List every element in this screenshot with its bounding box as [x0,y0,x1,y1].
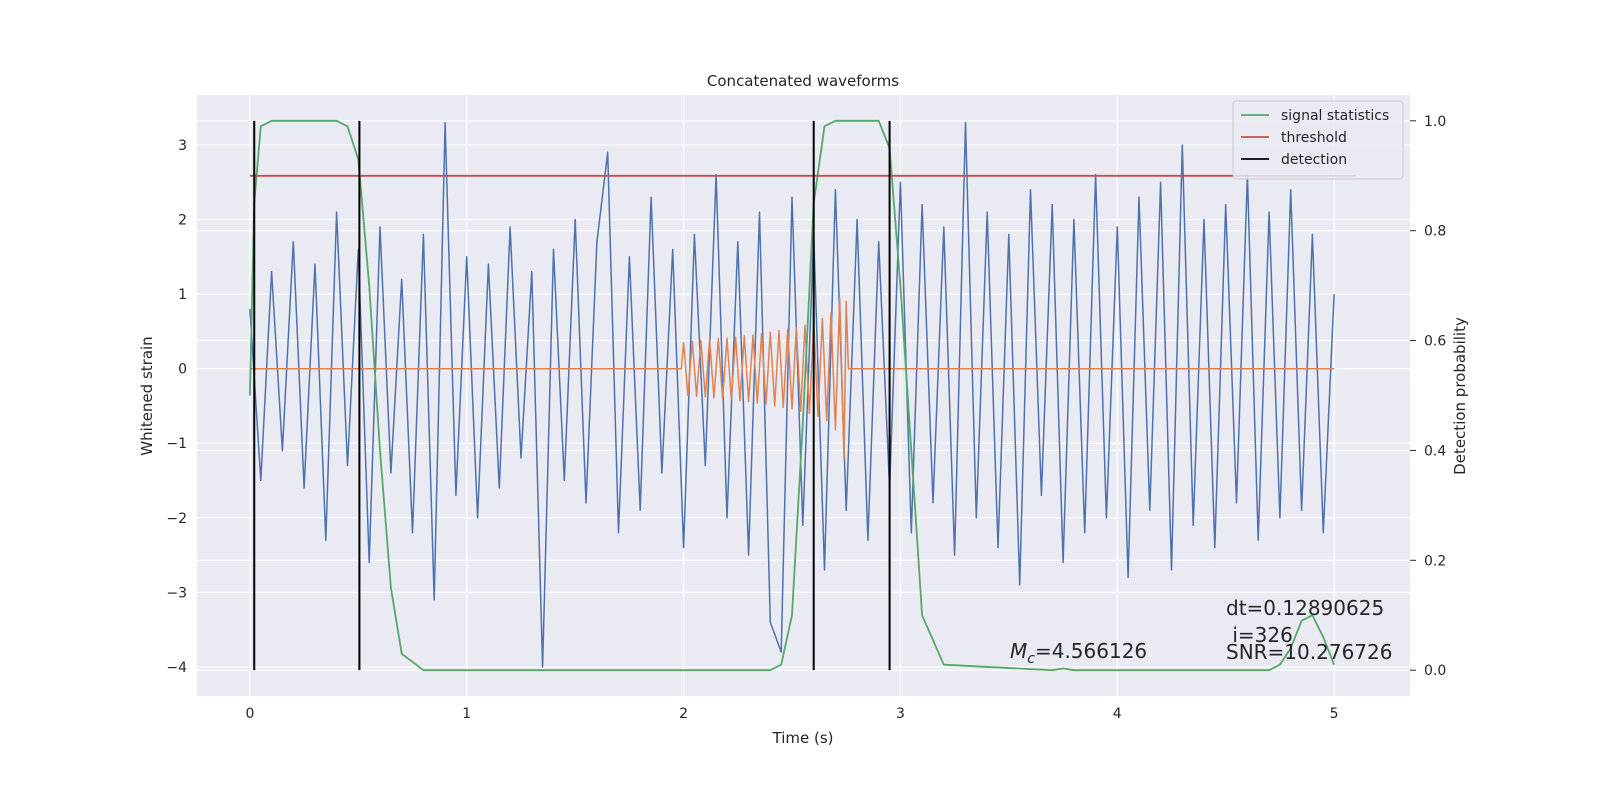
annotation: dt=0.12890625 [1226,596,1384,620]
series-line [249,297,1335,459]
y-tick-label: 2 [178,213,187,229]
x-tick-label: 2 [679,706,688,722]
y-tick-label: 1 [178,287,187,303]
y2-axis-label: Detection probability [1451,317,1469,475]
y2-tick-label: 1.0 [1424,114,1446,130]
annotation-part: c [1027,651,1035,667]
series-line [249,121,1335,668]
y-tick-label: 3 [178,138,187,154]
y2-tick-label: 0.4 [1424,443,1446,459]
y-tick-label: −3 [166,585,187,601]
annotation-part: M [1010,639,1027,663]
x-tick-label: 1 [462,706,471,722]
x-tick-label: 5 [1330,706,1339,722]
annotation: SNR=10.276726 [1226,640,1392,664]
y-tick-label: −1 [166,436,187,452]
x-tick-label: 4 [1113,706,1122,722]
x-tick-label: 0 [245,706,254,722]
x-tick-label: 3 [896,706,905,722]
series-line [249,119,1335,672]
chart-title: Concatenated waveforms [707,72,899,90]
y2-tick-label: 0.2 [1424,553,1446,569]
annotation: i=326 [1226,623,1293,647]
y-tick-label: 0 [178,362,187,378]
x-axis-label: Time (s) [772,729,834,747]
legend-label: threshold [1281,130,1347,146]
legend-box [1232,100,1404,180]
y-tick-label: −4 [166,660,187,676]
y-tick-label: −2 [166,511,187,527]
annotation: Mc=4.566126 [1010,639,1147,667]
legend-label: signal statistics [1281,108,1389,124]
legend-label: detection [1281,152,1347,168]
annotation-part: =4.566126 [1035,639,1147,663]
y2-tick-label: 0.8 [1424,224,1446,240]
y2-tick-label: 0.6 [1424,334,1446,350]
y-axis-label: Whitened strain [138,336,156,455]
y2-tick-label: 0.0 [1424,663,1446,679]
